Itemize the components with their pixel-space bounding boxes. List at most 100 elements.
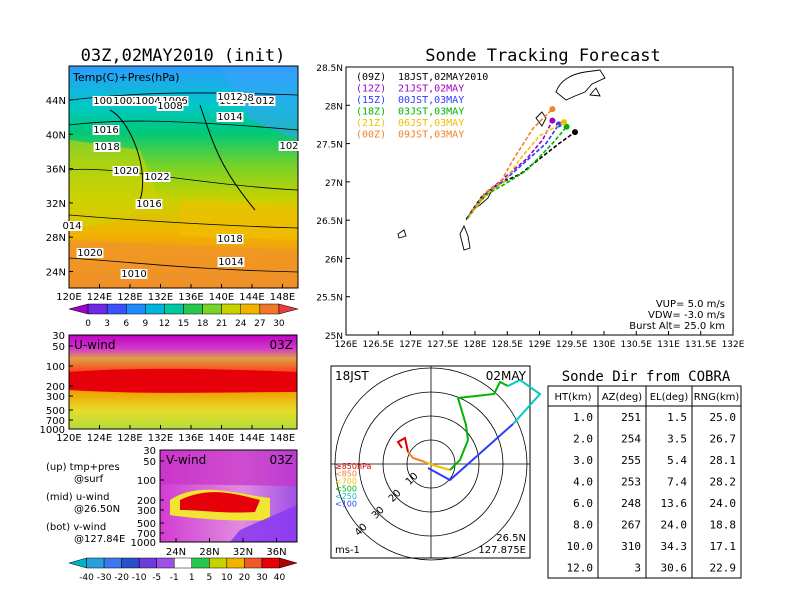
hodograph-trace <box>396 378 542 482</box>
lat-tick-label: 27.5N <box>316 141 343 151</box>
uwind-frame <box>68 334 298 430</box>
colorbar-cell <box>259 303 280 315</box>
polar-units: ms-1 <box>335 545 360 556</box>
pressure-label: 1004 <box>135 96 160 107</box>
map-pressure-labels: 1000100210041006100810101012101410161018… <box>61 92 300 280</box>
lon-tick-label: 128.5E <box>492 340 524 350</box>
legend-time: 09JST,03MAY <box>398 130 464 141</box>
pressure-label: 1010 <box>121 269 146 280</box>
level-tick-label: 500 <box>137 519 156 530</box>
colorbar-cell <box>86 557 105 569</box>
colorbar-tick-label: 10 <box>221 573 233 583</box>
table-cell: 5.4 <box>667 454 687 467</box>
level-legend-entry: ≥850hPa <box>335 462 372 471</box>
polar-lon: 127.875E <box>478 545 526 556</box>
lon-tick-label: 140E <box>209 433 234 444</box>
colorbar-tick-label: 21 <box>216 319 227 329</box>
temperature-colorbar: 0 3 6 9 12 15 18 21 24 27 30 <box>68 303 299 329</box>
track-line <box>467 120 554 217</box>
tracking-title: Sonde Tracking Forecast <box>425 46 660 66</box>
lat-tick-label: 32N <box>46 199 66 210</box>
colorbar-cell <box>202 303 222 315</box>
vwind-colorbar: -40 -30 -20 -10 -5 -1 1 5 10 20 30 40 <box>68 557 298 583</box>
lat-tick-label: 28.5N <box>316 64 343 74</box>
table-cell: 30.6 <box>661 562 688 575</box>
pressure-label-bg <box>216 92 244 102</box>
level-tick-label: 1000 <box>40 425 65 436</box>
legend-line-1: (up) tmp+pres <box>46 462 120 473</box>
pressure-label: 1020 <box>113 166 138 177</box>
table-cell: 267 <box>621 519 641 532</box>
table-cell: 10.0 <box>567 540 594 553</box>
colorbar-cell <box>191 557 210 569</box>
colorbar-tick-label: 30 <box>273 319 285 329</box>
polar-level-legend: ≥850hPa<850<700<500<250<100 <box>335 462 372 509</box>
colorbar-tick-label: -5 <box>152 573 161 583</box>
lon-tick-label: 128E <box>117 433 142 444</box>
table-cell: 310 <box>621 540 641 553</box>
colorbar-tick-label: 6 <box>123 319 129 329</box>
pressure-label: 1016 <box>93 125 118 136</box>
lat-tick-label: 44N <box>46 96 66 107</box>
colorbar-cell <box>209 557 228 569</box>
level-tick-label: 700 <box>46 416 65 427</box>
pressure-label-bg <box>93 142 121 152</box>
colorbar-cell <box>183 303 203 315</box>
lon-tick-label: 131E <box>657 340 680 350</box>
table-cell: 3.5 <box>667 433 687 446</box>
table-cell: 8.0 <box>573 519 593 532</box>
level-tick-label: 500 <box>46 406 65 417</box>
table-cell: 17.1 <box>710 540 737 553</box>
lon-tick-label: 136E <box>178 292 203 303</box>
level-tick-label: 100 <box>46 362 65 373</box>
burst-marker <box>571 129 578 136</box>
pressure-label: 102 <box>279 141 298 152</box>
table-cell: 28.1 <box>710 454 737 467</box>
pressure-label: 1000 <box>93 96 118 107</box>
pressure-label: 1012 <box>249 96 274 107</box>
vdw-label: VDW= -3.0 m/s <box>648 310 725 321</box>
lat-tick-label: 28N <box>325 102 343 112</box>
colorbar-cell <box>156 557 175 569</box>
burst-marker <box>549 106 556 113</box>
lat-tick-label: 28N <box>199 547 219 558</box>
legend-time: 03JST,03MAY <box>398 107 464 118</box>
vwind-frame <box>159 449 298 543</box>
colorbar-tick-label: -20 <box>114 573 129 583</box>
polar-time: 18JST <box>335 369 369 383</box>
polar-lat: 26.5N <box>496 533 526 544</box>
lon-tick-label: 130E <box>593 340 616 350</box>
colorbar-tick-label: -30 <box>97 573 112 583</box>
level-tick-label: 1000 <box>131 538 156 549</box>
colorbar-cell <box>126 303 146 315</box>
pressure-label: 1008 <box>157 101 182 112</box>
lat-tick-label: 24N <box>166 547 186 558</box>
colorbar-tick-label: 20 <box>239 573 251 583</box>
burst-label: Burst Alt= 25.0 km <box>629 321 725 332</box>
table-cell: 28.2 <box>710 476 737 489</box>
tracking-lat-labels: 28.5N 28N 27.5N 27N 26.5N 26N 25.5N 25N <box>316 64 350 342</box>
legend-line-5: (bot) v-wind <box>46 522 106 533</box>
uwind-plot <box>69 335 297 429</box>
pressure-label-bg <box>112 96 140 106</box>
table-cell: 22.9 <box>710 562 737 575</box>
tracking-legend: (09Z) 18JST,02MAY2010 (12Z) 21JST,02MAY (15Z… <box>356 72 488 141</box>
legend-time: 18JST,02MAY2010 <box>398 72 488 83</box>
lon-tick-label: 131.5E <box>685 340 717 350</box>
colorbar-cell <box>173 557 193 569</box>
table-cell: 3.0 <box>573 454 593 467</box>
lon-tick-label: 120E <box>56 433 81 444</box>
colorbar-cell <box>261 557 280 569</box>
lon-tick-label: 144E <box>239 433 264 444</box>
colorbar-tick-label: 18 <box>197 319 209 329</box>
legend-launch: (09Z) <box>356 72 386 83</box>
level-legend-entry: <250 <box>335 492 357 501</box>
colorbar-tick-label: 0 <box>85 319 91 329</box>
legend-line-4: @26.50N <box>74 504 120 515</box>
lon-tick-label: 144E <box>239 292 264 303</box>
track-line <box>467 121 565 217</box>
lon-tick-label: 148E <box>270 433 295 444</box>
vup-label: VUP= 5.0 m/s <box>656 299 725 310</box>
